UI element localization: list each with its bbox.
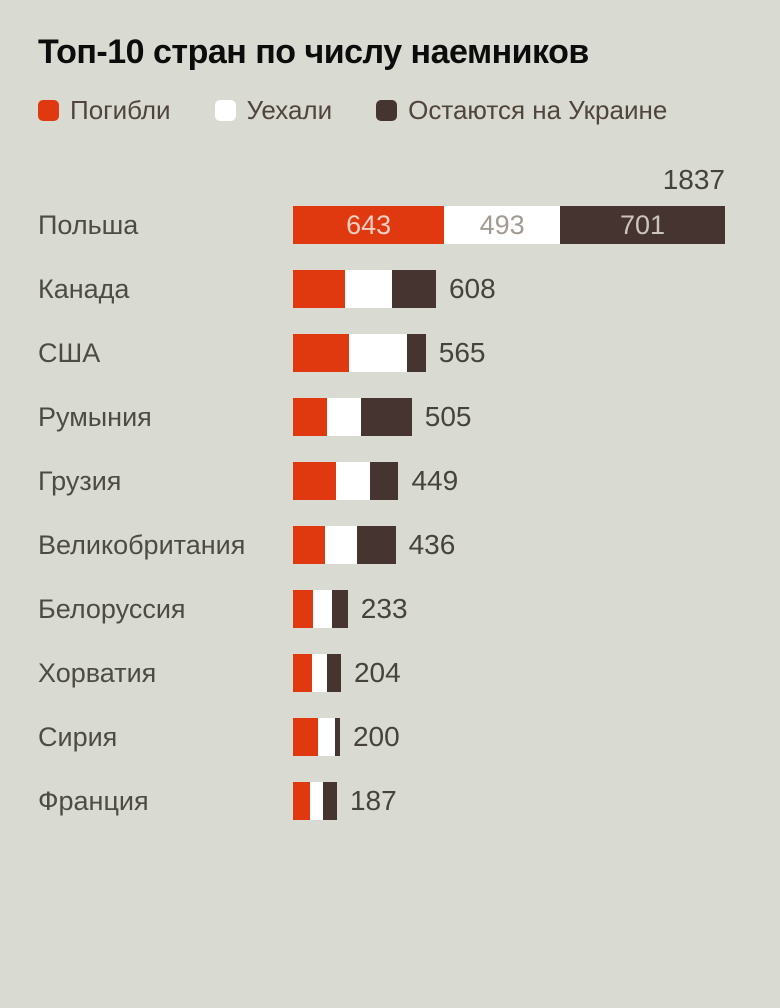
row-total-label: 233 [360,593,408,625]
chart-row: Великобритания 436 [38,526,725,565]
chart-row: Франция 187 [38,782,725,821]
chart-row: Канада 608 [38,270,725,309]
chart-row: Румыния 505 [38,398,725,437]
country-label: Великобритания [38,529,246,560]
bar-segment [293,782,310,821]
row-total-label: 565 [438,337,486,369]
bar-segment [345,270,393,309]
bar-segment [392,270,436,309]
bar-segment [293,654,312,693]
bar-segment [293,718,318,757]
bar-segment [336,462,370,501]
bar-segment: 701 [560,206,725,245]
bar-segment [293,398,328,437]
legend-label: Уехали [246,95,333,126]
bar-segment [293,462,336,501]
bar-segment [293,334,350,373]
stacked-bar [293,462,399,501]
legend-label: Погибли [70,95,171,126]
chart-row: США 565 [38,334,725,373]
legend-item-died: Погибли [38,95,171,126]
stacked-bar [293,270,436,309]
bar-segment [317,718,336,757]
country-label: Польша [38,209,139,240]
bar-segment [311,654,328,693]
segment-value-label: 493 [479,209,525,240]
segment-value-label: 643 [346,209,392,240]
bar-segment: 643 [293,206,445,245]
remain-swatch-icon [376,100,398,122]
chart-row: Хорватия 204 [38,654,725,693]
country-label: Грузия [38,465,122,496]
bar-segment [335,718,340,757]
row-total-label: 187 [349,785,397,817]
bar-segment [293,590,313,629]
stacked-bar [293,526,396,565]
stacked-bar [293,782,337,821]
legend-label: Остаются на Украине [408,95,668,126]
left-swatch-icon [214,100,236,122]
chart-row: Сирия 200 [38,718,725,757]
bar-segment [323,782,337,821]
chart-row: Польша 643 493 701 [38,206,725,245]
row-total-label: 608 [448,273,496,305]
legend-item-remain: Остаются на Украине [376,95,667,126]
country-label: Хорватия [38,657,157,688]
row-total-label: 200 [352,721,400,753]
chart-row: Грузия 449 [38,462,725,501]
stacked-bar [293,590,348,629]
stacked-bar [293,718,340,757]
country-label: Канада [38,273,130,304]
bar-segment [324,526,357,565]
legend-item-left: Уехали [214,95,333,126]
bar-segment [406,334,426,373]
country-label: Белоруссия [38,593,186,624]
legend: Погибли Уехали Остаются на Украине [38,95,725,126]
country-label: Сирия [38,721,118,752]
bar-segment [361,398,412,437]
bar-segment [357,526,396,565]
infographic: Топ-10 стран по числу наемников Погибли … [38,33,725,821]
country-label: Румыния [38,401,152,432]
stacked-bar: 643 493 701 [293,206,725,245]
bar-segment [349,334,407,373]
bar-segment [327,654,341,693]
bar-segment: 493 [444,206,561,245]
row-total-label: 505 [424,401,472,433]
bar-segment [293,270,346,309]
country-label: США [38,337,101,368]
stacked-bar [293,654,341,693]
country-label: Франция [38,785,149,816]
stacked-bar-chart: 1837 Польша 643 493 701 Канада 608 США 565 Румын… [38,164,725,821]
bar-segment [331,590,348,629]
page-title: Топ-10 стран по числу наемников [38,33,589,71]
chart-row: Белоруссия 233 [38,590,725,629]
bar-segment [369,462,399,501]
chart-rows: Польша 643 493 701 Канада 608 США 565 Румыния 505… [38,206,725,821]
bar-segment [313,590,332,629]
bar-segment [327,398,362,437]
segment-value-label: 701 [619,209,666,240]
row-total-label: 204 [353,657,401,689]
bar-segment [293,526,325,565]
row-total-label: 436 [408,529,456,561]
row-total-label: 449 [411,465,459,497]
died-swatch-icon [38,100,59,122]
stacked-bar [293,398,412,437]
max-total-label: 1837 [662,164,725,196]
bar-segment [309,782,324,821]
stacked-bar [293,334,426,373]
